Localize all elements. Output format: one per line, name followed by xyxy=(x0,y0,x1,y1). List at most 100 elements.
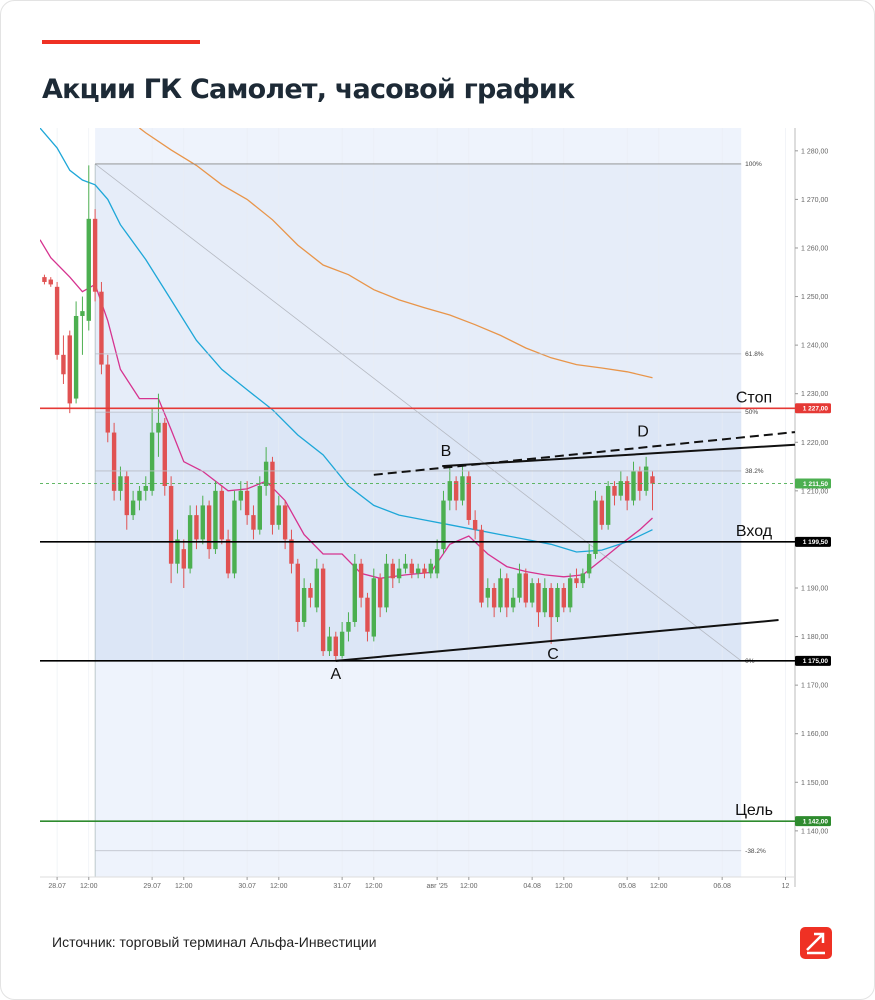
candle-body xyxy=(149,432,155,491)
candle-body xyxy=(156,422,161,433)
y-tick-label: 1 250,00 xyxy=(801,294,828,301)
candle-body xyxy=(637,471,643,491)
logo xyxy=(800,927,832,959)
candle-body xyxy=(194,515,199,540)
candle-body xyxy=(605,485,611,525)
candle-body xyxy=(333,636,338,656)
candle-body xyxy=(548,587,554,618)
y-tick-label: 1 170,00 xyxy=(801,683,828,690)
candle-body xyxy=(99,291,104,365)
y-tick-label: 1 270,00 xyxy=(801,197,828,204)
price-label-box xyxy=(795,655,831,666)
candle-body xyxy=(403,563,408,569)
candle-body xyxy=(491,587,497,608)
price-label: 1 211,50 xyxy=(803,481,828,488)
candle-body xyxy=(80,311,85,316)
trendline xyxy=(335,619,779,662)
x-tick-label: 12:00 xyxy=(460,883,478,890)
plot-area xyxy=(40,128,786,877)
candle-body xyxy=(339,631,345,656)
candle-body xyxy=(289,539,294,564)
candle-body xyxy=(599,500,605,525)
candle-body xyxy=(295,563,300,622)
candle-body xyxy=(314,568,319,608)
y-tick-label: 1 190,00 xyxy=(801,585,828,592)
x-tick-label: 12 xyxy=(782,883,790,890)
candle-body xyxy=(162,422,167,486)
candle-body xyxy=(213,490,218,550)
price-label: 1 227,00 xyxy=(803,406,829,413)
candle-body xyxy=(327,636,332,652)
candle-body xyxy=(498,578,503,608)
candle-body xyxy=(137,490,142,501)
candle-body xyxy=(453,481,459,501)
candle-body xyxy=(415,568,421,574)
fib-label: 50% xyxy=(745,409,758,416)
candle-body xyxy=(111,432,117,491)
candle-body xyxy=(377,578,383,608)
candle-body xyxy=(238,490,243,501)
candle-body xyxy=(460,476,465,501)
level-label: Стоп xyxy=(736,389,772,406)
y-tick-label: 1 230,00 xyxy=(801,391,828,398)
y-tick-label: 1 280,00 xyxy=(801,148,828,155)
candle-body xyxy=(422,568,427,574)
candle-body xyxy=(555,587,560,618)
trendline xyxy=(373,431,796,476)
candle-body xyxy=(244,490,250,516)
point-label: B xyxy=(441,443,452,460)
candle-body xyxy=(175,539,180,564)
candle-body xyxy=(276,505,281,525)
price-label-box xyxy=(795,403,831,414)
candle-body xyxy=(371,578,376,637)
candle-body xyxy=(92,218,98,292)
candle-body xyxy=(270,461,275,525)
candle-body xyxy=(320,568,326,652)
candle-body xyxy=(529,583,535,603)
x-tick-label: 12:00 xyxy=(650,883,668,890)
candle-body xyxy=(124,476,129,516)
price-label-box xyxy=(795,478,831,489)
candle-body xyxy=(434,549,440,574)
price-label: 1 199,50 xyxy=(803,539,829,546)
candle-body xyxy=(219,490,224,540)
candle-body xyxy=(232,500,237,574)
candle-body xyxy=(358,563,364,598)
candle-body xyxy=(428,563,434,574)
trendline xyxy=(442,443,796,468)
x-tick-label: 12:00 xyxy=(80,883,98,890)
price-label-box xyxy=(795,536,831,547)
candle-body xyxy=(257,485,262,530)
candle-body xyxy=(650,476,655,484)
candle-body xyxy=(352,563,357,622)
x-tick-label: авг '25 xyxy=(427,883,448,890)
candle-body xyxy=(396,568,402,579)
candle-body xyxy=(105,364,110,433)
candle-body xyxy=(390,563,395,579)
y-tick-label: 1 210,00 xyxy=(801,488,828,495)
fib-label: -38.2% xyxy=(745,848,766,855)
y-tick-label: 1 240,00 xyxy=(801,343,828,350)
candle-body xyxy=(54,286,60,355)
candle-body xyxy=(42,277,47,282)
candle-body xyxy=(181,549,186,569)
point-label: D xyxy=(637,424,649,441)
candle-body xyxy=(301,587,307,622)
x-tick-label: 12:00 xyxy=(365,883,383,890)
candle-body xyxy=(409,563,414,574)
x-tick-label: 04.08 xyxy=(523,883,541,890)
y-tick-label: 1 220,00 xyxy=(801,440,828,447)
candle-body xyxy=(593,500,598,554)
candle-body xyxy=(643,466,649,491)
x-tick-label: 12:00 xyxy=(175,883,193,890)
candle-body xyxy=(86,218,91,321)
point-label: A xyxy=(330,666,341,683)
moving-average xyxy=(40,239,653,579)
chart-title: Акции ГК Самолет, часовой график xyxy=(42,74,575,105)
candle-body xyxy=(67,335,72,404)
source-note: Источник: торговый терминал Альфа-Инвест… xyxy=(52,934,377,950)
candle-body xyxy=(567,578,573,608)
moving-average xyxy=(139,128,653,379)
